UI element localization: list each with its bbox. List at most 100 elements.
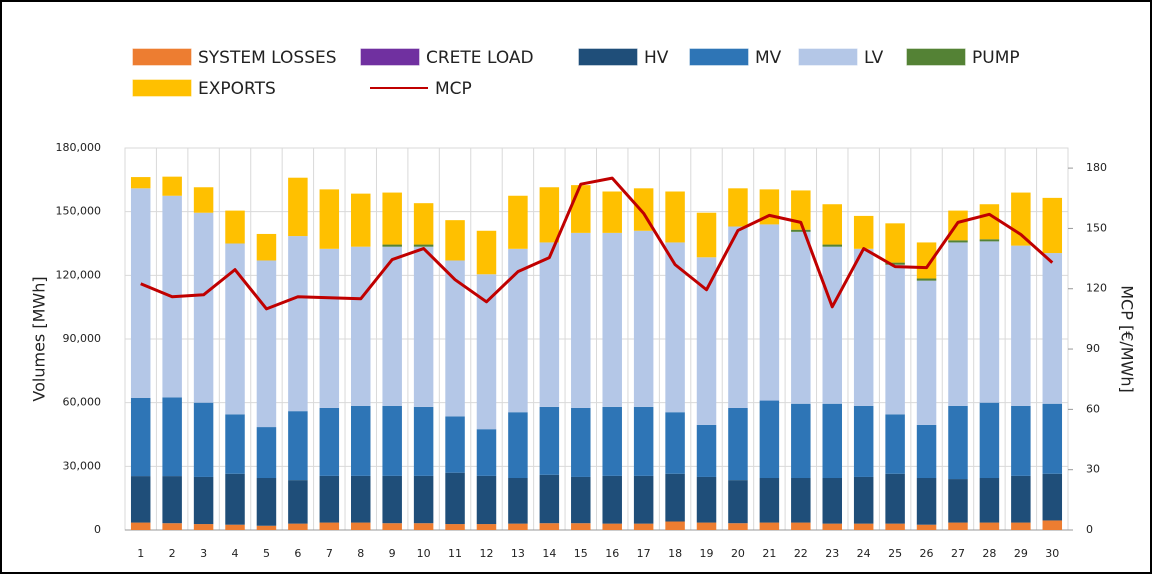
bar-segment — [633, 475, 654, 524]
bar-segment — [916, 478, 937, 525]
bar-segment — [445, 220, 465, 261]
bar-segment — [948, 240, 968, 243]
line-series — [140, 176, 1054, 311]
bar-segment — [571, 407, 591, 477]
bar-segment — [759, 522, 780, 530]
x-tick-label: 19 — [700, 547, 714, 560]
x-tick-label: 17 — [637, 547, 651, 560]
x-tick-label: 8 — [357, 547, 364, 560]
bar-segment — [539, 523, 560, 530]
bar-segment — [696, 212, 717, 258]
legend-swatch — [360, 48, 420, 66]
bar-segment — [791, 478, 811, 523]
bar-segment — [822, 244, 842, 247]
bar-segment — [351, 405, 371, 476]
bar-segment — [1042, 197, 1063, 254]
bar-segment — [1011, 245, 1031, 406]
bar-segment — [539, 242, 560, 407]
bar-segment — [413, 244, 434, 247]
y-tick-label: 30,000 — [63, 459, 102, 472]
bar-segment — [696, 257, 717, 425]
bar-segment — [759, 478, 780, 523]
bar-segment — [665, 521, 685, 530]
bar-segment — [696, 424, 717, 477]
bar-segment — [382, 192, 402, 245]
x-tick-label: 28 — [982, 547, 996, 560]
x-tick-label: 26 — [920, 547, 934, 560]
bar-segment — [822, 246, 842, 404]
bar-segment — [696, 522, 717, 530]
bar-segment — [979, 204, 1000, 240]
bar-segment — [885, 414, 905, 474]
bar-segment — [1011, 192, 1031, 246]
bar-segment — [885, 223, 905, 263]
legend-swatch — [906, 48, 966, 66]
bar-segment — [445, 472, 465, 525]
bar-segment — [288, 523, 308, 530]
x-tick-label: 2 — [169, 547, 176, 560]
y-tick-label: 120,000 — [56, 268, 102, 281]
bar-segment — [476, 230, 497, 275]
bar-segment — [162, 523, 182, 530]
bar-segment — [288, 177, 308, 237]
x-tick-label: 30 — [1045, 547, 1059, 560]
bar-segment — [1042, 253, 1063, 404]
bar-segment — [539, 406, 560, 475]
bar-segment — [539, 474, 560, 524]
x-tick-label: 1 — [137, 547, 144, 560]
x-tick-label: 6 — [294, 547, 301, 560]
legend-label: MV — [755, 48, 782, 68]
bar-segment — [665, 191, 685, 243]
bar-segment — [508, 478, 528, 524]
x-tick-label: 27 — [951, 547, 965, 560]
bar-segment — [571, 523, 591, 530]
bar-segment — [319, 248, 340, 408]
legend-swatch — [132, 48, 192, 66]
x-tick-label: 13 — [511, 547, 525, 560]
bar-segment — [822, 403, 842, 479]
x-tick-label: 20 — [731, 547, 745, 560]
bar-segment — [225, 473, 245, 525]
bar-segment — [319, 189, 340, 249]
bar-segment — [791, 229, 811, 232]
bar-segment — [602, 523, 622, 530]
legend-label: HV — [644, 48, 669, 68]
bar-segment — [916, 280, 937, 425]
bar-segment — [728, 226, 748, 408]
x-tick-label: 22 — [794, 547, 808, 560]
x-tick-label: 4 — [232, 547, 239, 560]
bar-segment — [225, 524, 245, 530]
legend-label: LV — [864, 48, 884, 68]
x-tick-label: 10 — [417, 547, 431, 560]
y2-tick-label: 60 — [1086, 402, 1100, 415]
bar-segment — [571, 185, 591, 233]
bar-segment — [853, 248, 874, 406]
bar-segment — [633, 406, 654, 476]
bar-segment — [130, 522, 151, 530]
bar-segment — [728, 188, 748, 227]
bar-segment — [256, 260, 277, 428]
bar-segment — [508, 248, 528, 413]
bar-segment — [916, 524, 937, 530]
bar-segment — [319, 475, 340, 523]
bar-segment — [791, 231, 811, 404]
x-tick-label: 11 — [448, 547, 462, 560]
bar-segment — [288, 411, 308, 481]
bar-segment — [791, 522, 811, 530]
bar-segment — [979, 522, 1000, 530]
bar-segment — [476, 475, 497, 525]
bar-segment — [602, 406, 622, 476]
bar-segment — [130, 476, 151, 523]
bar-segment — [633, 230, 654, 407]
bar-segment — [602, 191, 622, 233]
bar-segment — [979, 478, 1000, 523]
x-tick-label: 9 — [389, 547, 396, 560]
bar-segment — [602, 475, 622, 524]
bar-segment — [979, 239, 1000, 242]
bar-segment — [1042, 520, 1063, 530]
legend-label: MCP — [435, 79, 472, 99]
y2-tick-label: 180 — [1086, 161, 1107, 174]
bar-segment — [413, 246, 434, 407]
bar-segment — [193, 212, 214, 403]
